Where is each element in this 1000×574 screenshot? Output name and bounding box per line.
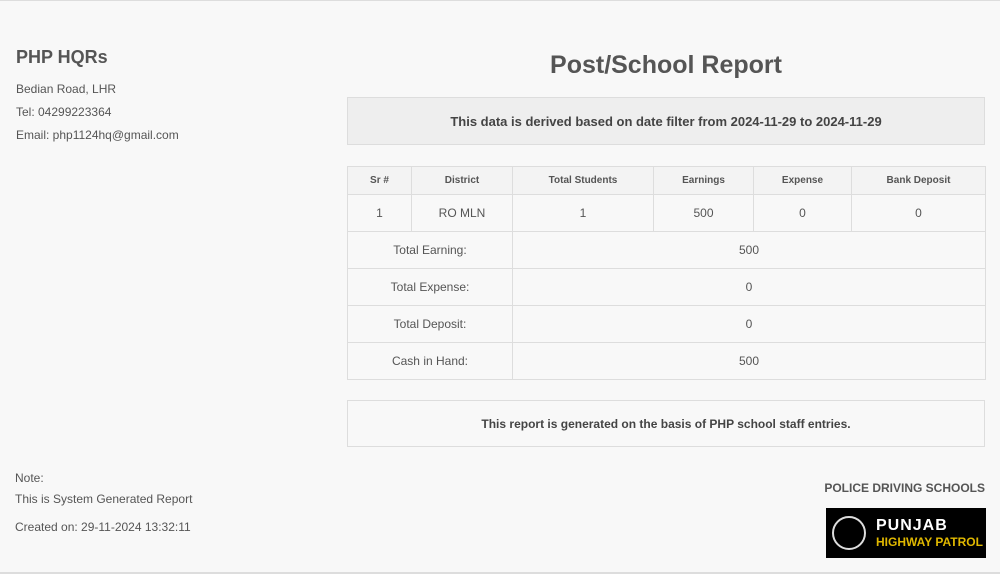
created-on: Created on: 29-11-2024 13:32:11 [15,520,191,534]
col-total-students: Total Students [512,166,654,195]
logo-line2: HIGHWAY PATROL [876,535,983,549]
summary-cash-in-hand: Cash in Hand: 500 [347,342,986,380]
org-email: Email: php1124hq@gmail.com [16,128,179,142]
summary-label: Cash in Hand: [347,342,513,380]
footer-note: Note: This is System Generated Report Cr… [15,471,192,541]
bottom-divider [0,572,1000,574]
summary-total-expense: Total Expense: 0 [347,268,986,306]
cell: 1 [347,194,412,232]
summary-total-earning: Total Earning: 500 [347,231,986,269]
summary-label: Total Deposit: [347,305,513,343]
org-tel: Tel: 04299223364 [16,105,112,119]
cell: 0 [753,194,852,232]
col-expense: Expense [753,166,852,195]
col-district: District [411,166,513,195]
report-basis-note: This report is generated on the basis of… [347,400,985,447]
org-name: PHP HQRs [16,47,108,67]
col-sr: Sr # [347,166,412,195]
brand-label: POLICE DRIVING SCHOOLS [824,481,985,495]
table-row: 1 RO MLN 1 500 0 0 [347,194,986,232]
date-filter-banner: This data is derived based on date filte… [347,97,985,145]
report-table: Sr # District Total Students Earnings Ex… [347,166,986,380]
summary-total-deposit: Total Deposit: 0 [347,305,986,343]
page-title: Post/School Report [550,51,782,79]
summary-value: 0 [512,305,986,343]
summary-label: Total Expense: [347,268,513,306]
cell: 1 [512,194,654,232]
note-label: Note: [15,471,44,485]
cell: RO MLN [411,194,513,232]
cell: 500 [653,194,754,232]
summary-value: 500 [512,231,986,269]
seal-icon [832,516,866,550]
summary-value: 500 [512,342,986,380]
org-info: PHP HQRs Bedian Road, LHR Tel: 042992233… [16,47,179,151]
table-header: Sr # District Total Students Earnings Ex… [347,166,986,195]
punjab-highway-patrol-logo: PUNJAB HIGHWAY PATROL [826,508,986,558]
org-address: Bedian Road, LHR [16,82,117,96]
col-earnings: Earnings [653,166,754,195]
logo-line1: PUNJAB [876,517,948,534]
summary-value: 0 [512,268,986,306]
summary-label: Total Earning: [347,231,513,269]
col-bank-deposit: Bank Deposit [851,166,986,195]
cell: 0 [851,194,986,232]
note-text: This is System Generated Report [15,492,193,506]
